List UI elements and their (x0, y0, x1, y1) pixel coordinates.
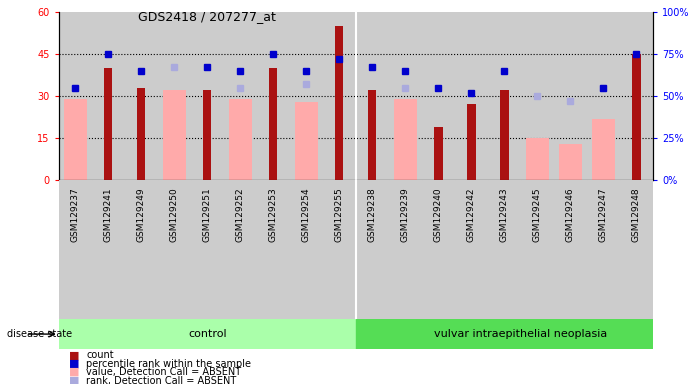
Text: GSM129246: GSM129246 (566, 187, 575, 242)
Bar (389, 180, 422, 319)
Bar (554, 12, 587, 180)
Bar (554, 180, 587, 319)
Text: GSM129250: GSM129250 (170, 187, 179, 242)
Bar (356, 319, 653, 349)
Bar (104, 68, 113, 180)
Text: GSM129255: GSM129255 (335, 187, 344, 242)
Text: GSM129245: GSM129245 (533, 187, 542, 242)
Text: GSM129252: GSM129252 (236, 187, 245, 242)
Text: control: control (188, 329, 227, 339)
Bar (64, 99, 87, 180)
Bar (162, 90, 186, 180)
Bar (224, 180, 257, 319)
Bar (257, 180, 290, 319)
Text: GSM129238: GSM129238 (368, 187, 377, 242)
Bar (356, 12, 389, 180)
Bar (59, 12, 92, 180)
Bar (587, 12, 620, 180)
Bar (323, 12, 356, 180)
Text: GSM129247: GSM129247 (599, 187, 608, 242)
Bar (224, 12, 257, 180)
Bar (422, 12, 455, 180)
Bar (323, 180, 356, 319)
Bar (158, 180, 191, 319)
Bar (125, 180, 158, 319)
Bar (434, 127, 442, 180)
Bar (521, 180, 554, 319)
Bar (191, 12, 224, 180)
Bar (587, 180, 620, 319)
Text: GSM129242: GSM129242 (467, 187, 476, 242)
Text: GSM129240: GSM129240 (434, 187, 443, 242)
Bar (92, 12, 125, 180)
Bar (356, 180, 389, 319)
Bar (137, 88, 145, 180)
Bar (335, 26, 343, 180)
Bar (191, 180, 224, 319)
Bar (422, 180, 455, 319)
Bar (368, 90, 377, 180)
Text: count: count (86, 350, 114, 360)
Bar (500, 90, 509, 180)
Bar (467, 104, 475, 180)
Bar (290, 180, 323, 319)
Text: ■: ■ (69, 376, 79, 384)
Text: GDS2418 / 207277_at: GDS2418 / 207277_at (138, 10, 276, 23)
Text: rank, Detection Call = ABSENT: rank, Detection Call = ABSENT (86, 376, 236, 384)
Bar (455, 180, 488, 319)
Bar (59, 180, 92, 319)
Text: GSM129248: GSM129248 (632, 187, 641, 242)
Text: value, Detection Call = ABSENT: value, Detection Call = ABSENT (86, 367, 241, 377)
Text: ■: ■ (69, 367, 79, 377)
Bar (488, 180, 521, 319)
Bar (59, 319, 356, 349)
Text: ■: ■ (69, 359, 79, 369)
Bar (295, 102, 318, 180)
Text: percentile rank within the sample: percentile rank within the sample (86, 359, 252, 369)
Text: GSM129237: GSM129237 (70, 187, 79, 242)
Text: GSM129239: GSM129239 (401, 187, 410, 242)
Text: GSM129253: GSM129253 (269, 187, 278, 242)
Text: vulvar intraepithelial neoplasia: vulvar intraepithelial neoplasia (435, 329, 607, 339)
Bar (526, 138, 549, 180)
Bar (632, 54, 641, 180)
Bar (394, 99, 417, 180)
Bar (92, 180, 125, 319)
Text: GSM129249: GSM129249 (137, 187, 146, 242)
Bar (620, 180, 653, 319)
Text: ■: ■ (69, 350, 79, 360)
Bar (229, 99, 252, 180)
Bar (257, 12, 290, 180)
Bar (203, 90, 211, 180)
Bar (125, 12, 158, 180)
Bar (488, 12, 521, 180)
Bar (290, 12, 323, 180)
Bar (620, 12, 653, 180)
Text: GSM129251: GSM129251 (202, 187, 212, 242)
Bar (455, 12, 488, 180)
Text: GSM129241: GSM129241 (104, 187, 113, 242)
Bar (269, 68, 278, 180)
Text: GSM129243: GSM129243 (500, 187, 509, 242)
Text: GSM129254: GSM129254 (302, 187, 311, 242)
Bar (592, 119, 615, 180)
Text: disease state: disease state (7, 329, 72, 339)
Bar (559, 144, 582, 180)
Bar (389, 12, 422, 180)
Bar (521, 12, 554, 180)
Bar (158, 12, 191, 180)
